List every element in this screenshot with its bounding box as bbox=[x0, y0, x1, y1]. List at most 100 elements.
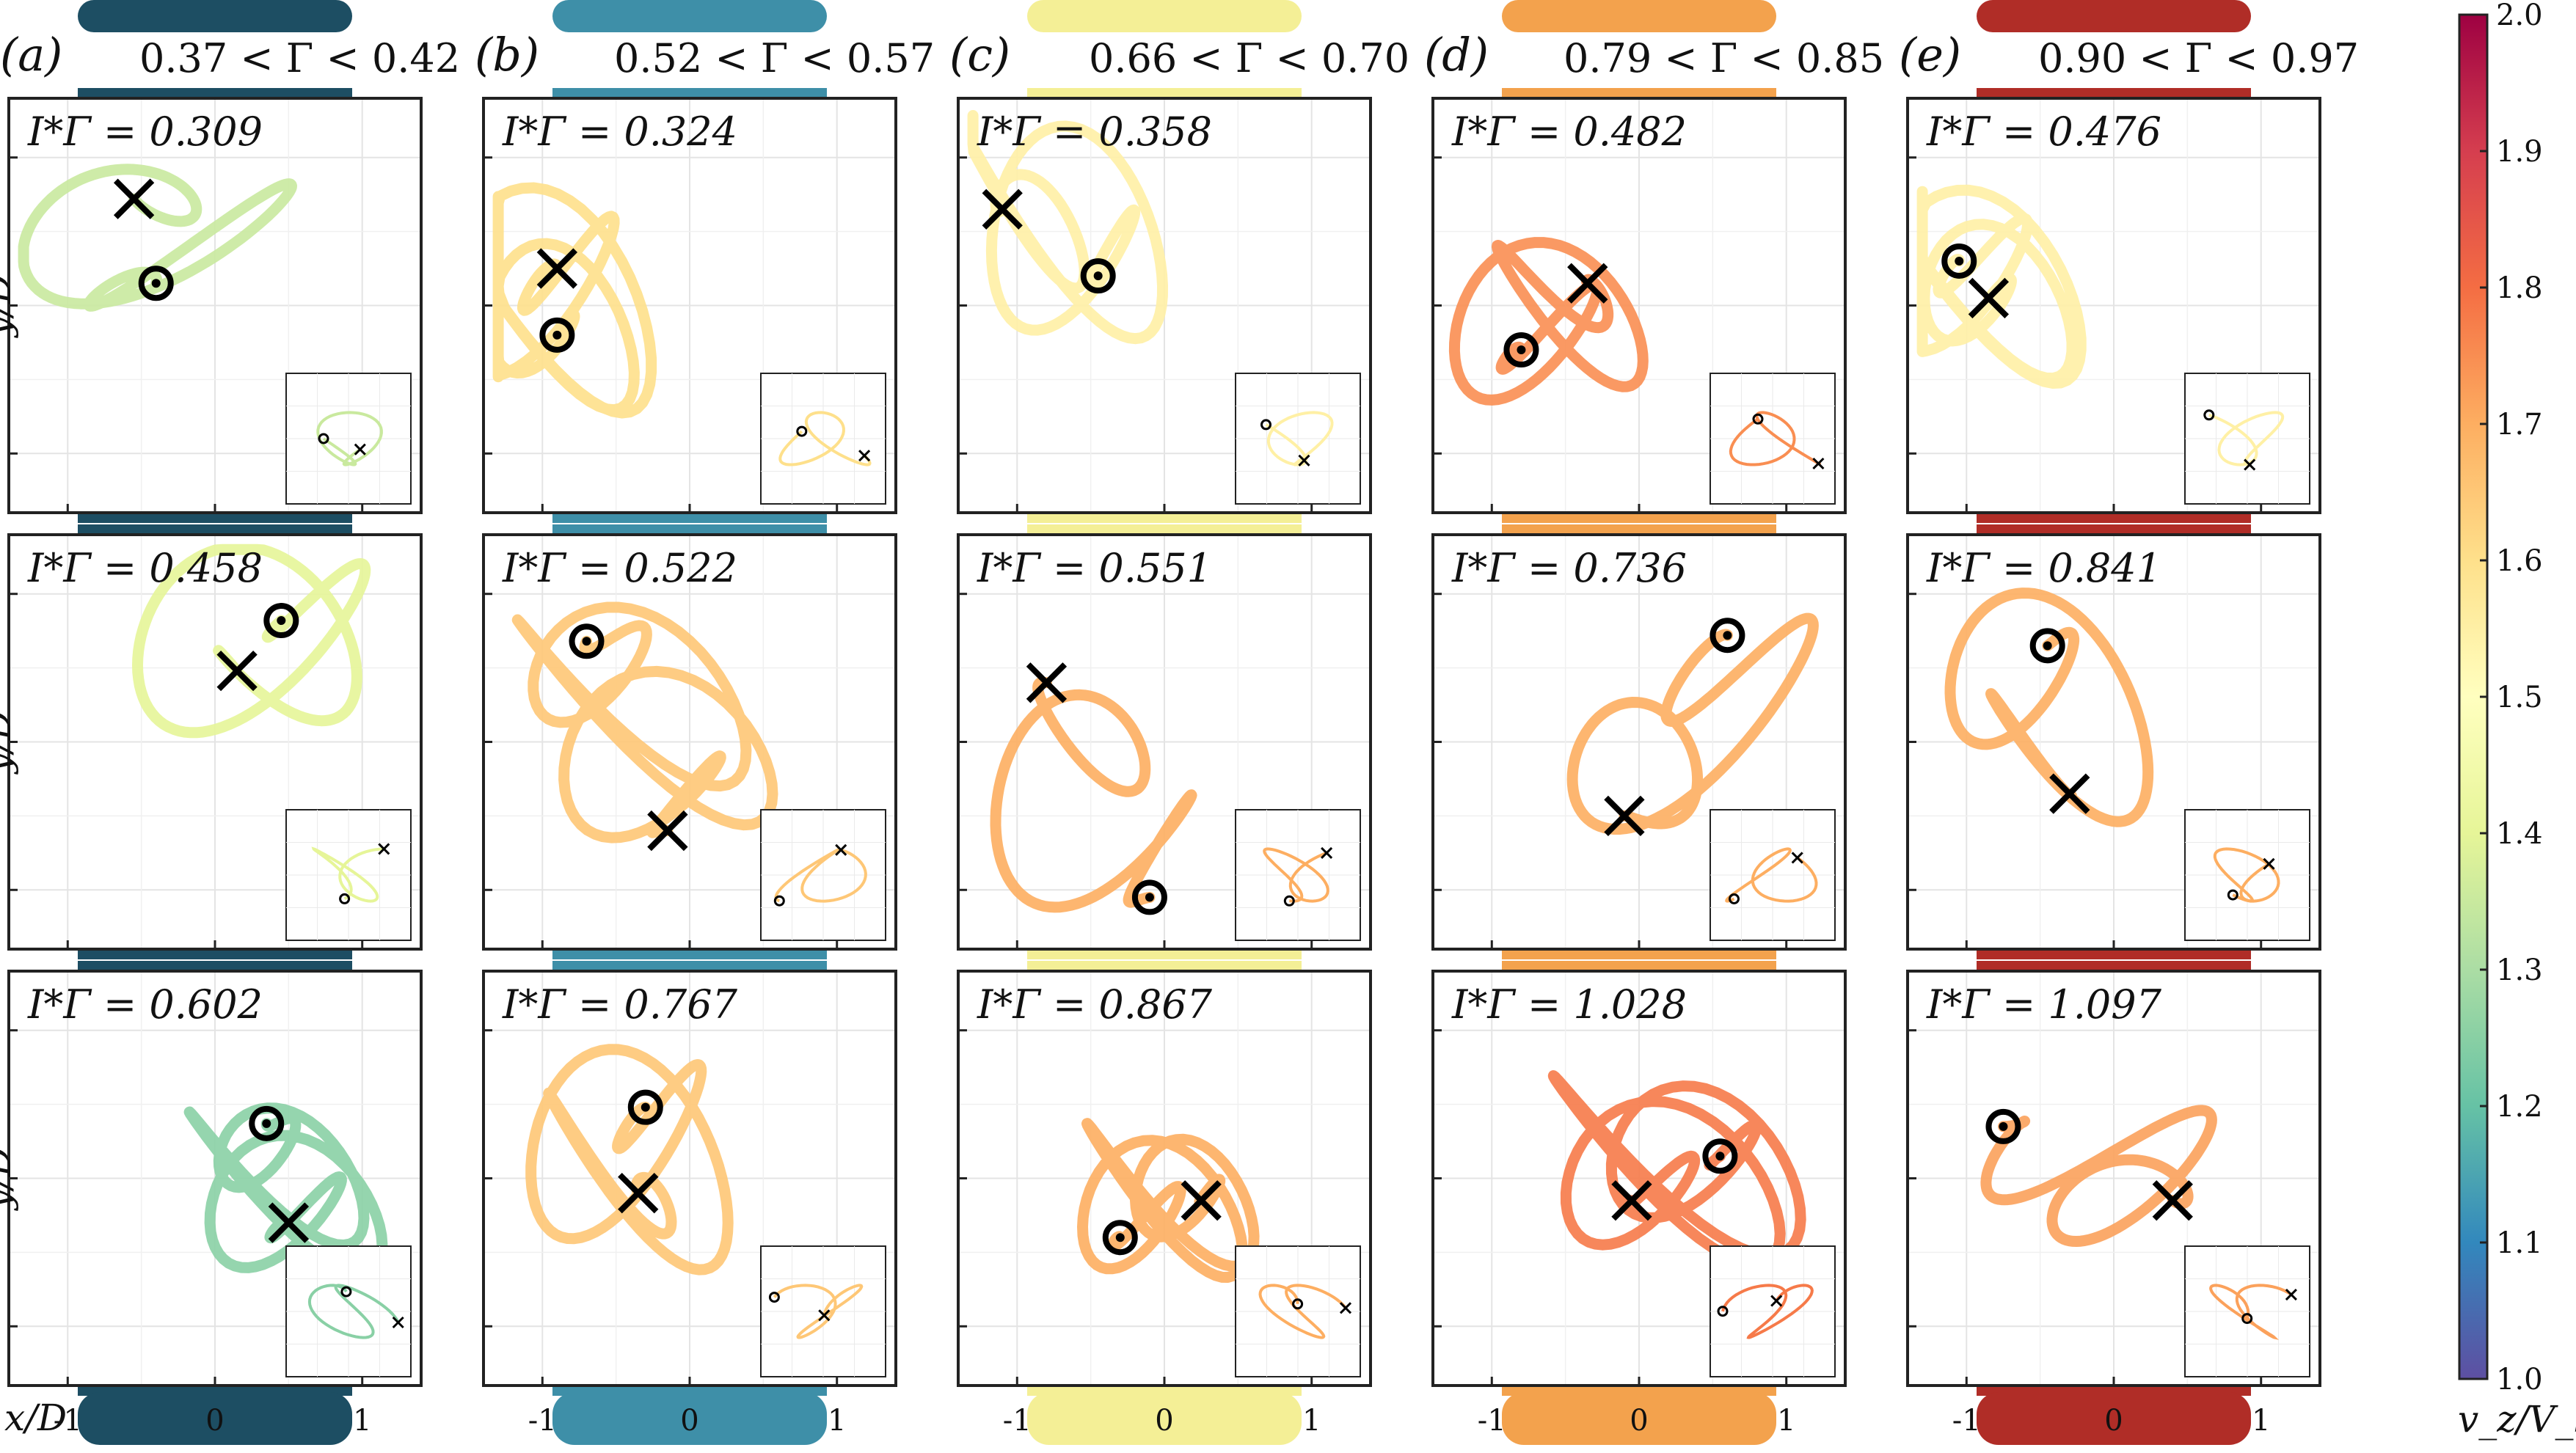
colorbar-tick-label: 1.6 bbox=[2496, 544, 2543, 578]
inset-end-marker bbox=[2285, 1289, 2297, 1301]
inset-trajectory bbox=[1263, 847, 1329, 903]
y-tick-label: 0 bbox=[0, 1163, 1, 1196]
colorbar-tick-label: 1.5 bbox=[2496, 681, 2543, 714]
inset-end-marker bbox=[2244, 458, 2256, 471]
inset-end-marker bbox=[2263, 857, 2275, 870]
inset-start-marker bbox=[768, 1292, 780, 1303]
panel-igamma-label: I*Γ = 0.841 bbox=[1926, 545, 2161, 591]
trajectory-line bbox=[967, 110, 1168, 345]
x-tick-label: 0 bbox=[1155, 1404, 1173, 1438]
y-tick-label: 1 bbox=[0, 578, 1, 612]
x-tick-label: -1 bbox=[528, 1404, 557, 1438]
inset-end-marker bbox=[392, 1316, 404, 1329]
inset-start-marker bbox=[1292, 1298, 1304, 1310]
trajectory-line bbox=[183, 1102, 388, 1279]
colorbar-tick-label: 1.2 bbox=[2496, 1090, 2543, 1124]
band-above-panel bbox=[1027, 524, 1302, 535]
band-below-panel bbox=[1977, 949, 2251, 959]
start-marker-circle bbox=[263, 603, 299, 639]
band-above-panel bbox=[552, 88, 827, 98]
panel-igamma-label: I*Γ = 1.097 bbox=[1926, 981, 2162, 1028]
band-bottom-1 bbox=[552, 1392, 827, 1445]
start-marker-circle bbox=[1131, 879, 1167, 915]
panel-igamma-label: I*Γ = 0.602 bbox=[27, 981, 263, 1028]
band-bottom-2 bbox=[1027, 1392, 1302, 1445]
trajectory-line bbox=[525, 1044, 734, 1276]
y-tick-label: -1 bbox=[0, 1310, 1, 1344]
start-marker-circle bbox=[1985, 1108, 2021, 1144]
band-above-panel bbox=[78, 961, 352, 971]
inset-trajectory bbox=[307, 1284, 400, 1339]
inset-end-marker bbox=[354, 443, 366, 455]
inset-trajectory bbox=[316, 411, 383, 466]
colorbar-tick-label: 1.9 bbox=[2496, 135, 2543, 169]
inset-start-marker bbox=[1260, 419, 1271, 431]
colorbar-tick-label: 2.0 bbox=[2496, 0, 2543, 32]
band-above-panel bbox=[1502, 961, 1776, 971]
inset-trajectory bbox=[2213, 847, 2280, 903]
panel-grid bbox=[7, 97, 2321, 1387]
band-above-panel bbox=[552, 961, 827, 971]
trajectory-line bbox=[132, 543, 371, 739]
x-tick-label: 0 bbox=[205, 1404, 224, 1438]
end-marker-cross bbox=[1611, 1180, 1652, 1221]
x-axis-label: x/D bbox=[4, 1397, 67, 1439]
panel-igamma-label: I*Γ = 0.476 bbox=[1926, 109, 2161, 155]
start-marker-circle bbox=[569, 623, 605, 659]
inset-start-marker bbox=[1752, 413, 1764, 425]
inset-trajectory bbox=[774, 847, 867, 903]
band-bottom-3 bbox=[1502, 1392, 1776, 1445]
start-marker-dot bbox=[1517, 345, 1526, 355]
labels: (a) 0.37 < Γ < 0.42 (b) 0.52 < Γ < 0.57 (c) 0… bbox=[0, 28, 2359, 1439]
band-top-1 bbox=[552, 0, 827, 32]
x-tick-label: 1 bbox=[828, 1404, 846, 1438]
panel-igamma-label: I*Γ = 0.482 bbox=[1451, 109, 1687, 155]
inset-start-marker bbox=[340, 1286, 352, 1298]
panel-igamma-label: I*Γ = 0.767 bbox=[502, 981, 738, 1028]
colorbar: 2.0 1.9 1.8 1.7 1.6 1.5 1.4 1.3 1.2 1.1 1.0v_z/V_b bbox=[2458, 0, 2576, 1441]
trajectory-line bbox=[1916, 184, 2087, 389]
end-marker-cross bbox=[268, 1202, 310, 1243]
end-marker-cross bbox=[1181, 1180, 1222, 1221]
y-tick-label: 0 bbox=[0, 290, 1, 323]
end-marker-cross bbox=[1968, 277, 2010, 319]
band-top-0 bbox=[78, 0, 352, 32]
band-below-panel bbox=[1027, 513, 1302, 523]
band-below-panel bbox=[1977, 513, 2251, 523]
column-letter: (e) bbox=[1899, 28, 1961, 81]
band-above-panel bbox=[1027, 961, 1302, 971]
start-marker-circle bbox=[627, 1089, 663, 1125]
inset-trajectory bbox=[1721, 1284, 1814, 1339]
panel-igamma-label: I*Γ = 0.551 bbox=[977, 545, 1212, 591]
column-gamma-range: 0.52 < Γ < 0.57 bbox=[614, 35, 935, 81]
band-above-panel bbox=[1502, 88, 1776, 98]
inset-start-marker bbox=[339, 893, 351, 904]
start-marker-dot bbox=[582, 637, 591, 646]
trajectory-line bbox=[1980, 1105, 2217, 1247]
band-above-panel bbox=[1027, 88, 1302, 98]
inset-end-marker bbox=[1791, 852, 1803, 864]
inset-end-marker bbox=[818, 1309, 831, 1322]
trajectory-line bbox=[492, 182, 657, 419]
trajectory-line bbox=[1448, 237, 1649, 406]
end-marker-cross bbox=[216, 650, 258, 692]
start-marker-circle bbox=[249, 1105, 285, 1141]
end-marker-cross bbox=[2152, 1180, 2193, 1221]
inset-end-marker bbox=[1339, 1302, 1352, 1314]
band-above-panel bbox=[1977, 524, 2251, 535]
colorbar-label: v_z/V_b bbox=[2458, 1398, 2576, 1441]
trajectory-line bbox=[1547, 1070, 1806, 1270]
colorbar-tick-label: 1.4 bbox=[2496, 817, 2543, 851]
start-marker-dot bbox=[151, 279, 161, 288]
band-top-4 bbox=[1977, 0, 2251, 32]
panel-igamma-label: I*Γ = 1.028 bbox=[1451, 981, 1687, 1028]
column-letter: (d) bbox=[1424, 28, 1489, 81]
band-below-panel bbox=[1027, 949, 1302, 959]
inset-trajectory bbox=[773, 1284, 864, 1339]
inset-trajectory bbox=[778, 411, 872, 466]
panel-igamma-label: I*Γ = 0.324 bbox=[502, 109, 737, 155]
panel-igamma-label: I*Γ = 0.867 bbox=[977, 981, 1213, 1028]
inset-trajectory bbox=[2208, 411, 2285, 466]
trajectory-line bbox=[1944, 588, 2154, 827]
y-tick-label: -1 bbox=[0, 437, 1, 471]
